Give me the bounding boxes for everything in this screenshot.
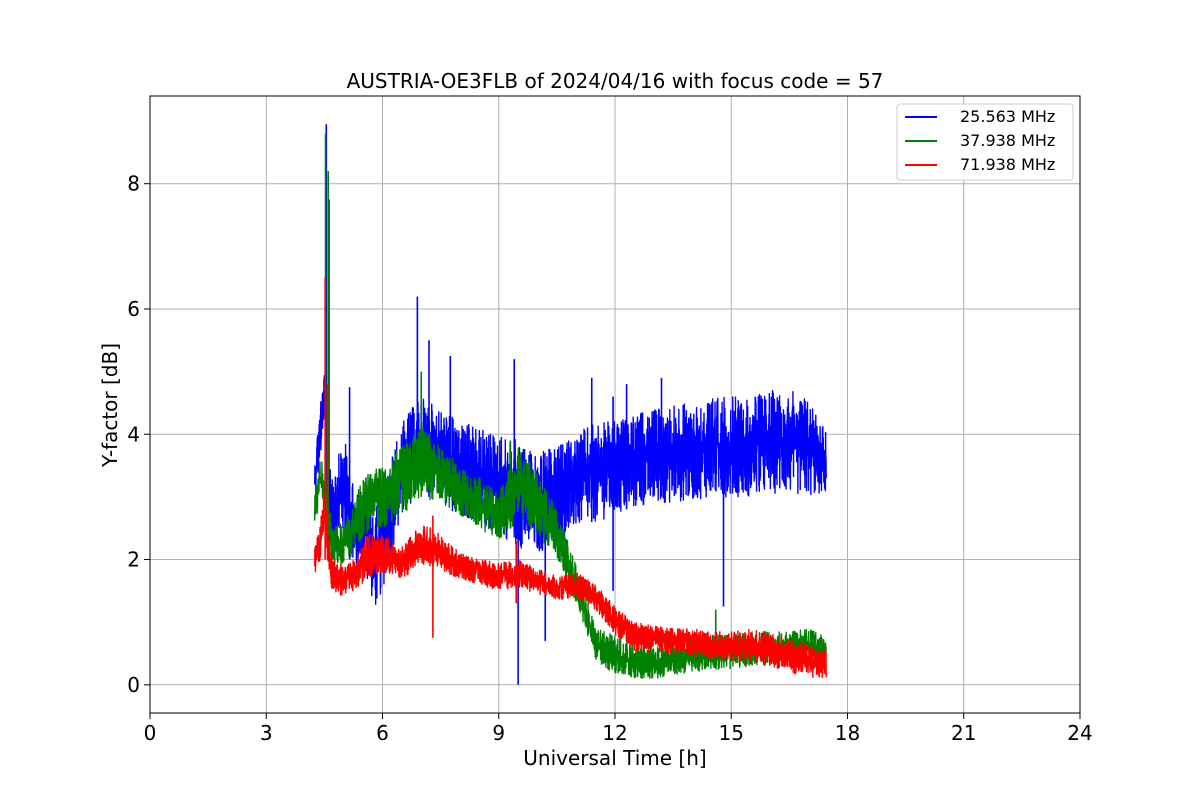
chart-title: AUSTRIA-OE3FLB of 2024/04/16 with focus … [347,69,884,93]
x-tick-label: 9 [492,721,505,745]
legend-label: 37.938 MHz [960,131,1055,150]
x-tick-label: 12 [602,721,627,745]
y-tick-label: 0 [127,673,140,697]
y-axis-label: Y-factor [dB] [98,343,122,468]
x-axis-label: Universal Time [h] [523,746,706,770]
x-tick-label: 18 [835,721,860,745]
y-tick-label: 2 [127,548,140,572]
y-tick-label: 4 [127,422,140,446]
x-tick-label: 24 [1067,721,1092,745]
x-tick-label: 21 [951,721,976,745]
legend-label: 71.938 MHz [960,155,1055,174]
series-line-2 [313,494,827,679]
x-tick-label: 6 [376,721,389,745]
x-tick-label: 0 [144,721,157,745]
legend-box [896,103,1074,181]
y-tick-label: 6 [127,297,140,321]
legend: 25.563 MHz 37.938 MHz 71.938 MHz [896,103,1074,181]
x-tick-label: 15 [719,721,744,745]
x-tick-label: 3 [260,721,273,745]
plot-series [313,124,827,685]
y-tick-label: 8 [127,172,140,196]
legend-label: 25.563 MHz [960,107,1055,126]
